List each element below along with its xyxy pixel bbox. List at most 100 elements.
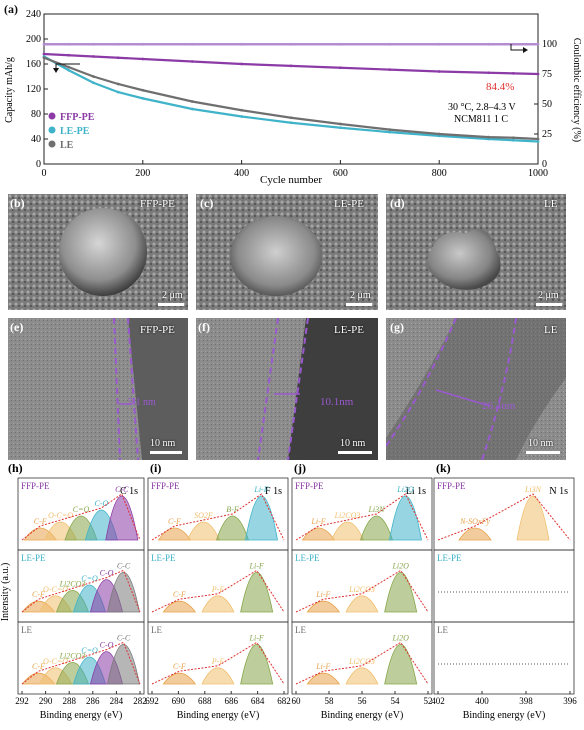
xps-peak: [301, 527, 336, 541]
xps-sample-label: FFP-PE: [437, 481, 466, 491]
xps-x-axis-label: Binding energy (eV): [40, 710, 123, 721]
xps-x-tick-label: 60: [292, 696, 302, 706]
sem-scale-text-c: 2 μm: [350, 290, 371, 301]
y2-tick-label: 50: [542, 99, 552, 110]
tem-thickness-f: 10.1nm: [320, 396, 354, 408]
xps-x-tick-label: 400: [475, 696, 489, 706]
xps-peak-label: P-F: [211, 657, 225, 666]
xps-sample-label: LE: [151, 625, 162, 635]
xps-peak-label: C=O: [81, 574, 98, 583]
xps-x-tick-label: 686: [224, 696, 238, 706]
sem-image-c: [196, 194, 378, 310]
xps-peak-label: Li2CO3: [334, 511, 361, 520]
xps-peak-label: C-F: [173, 662, 186, 671]
y2-tick-label: 25: [542, 129, 552, 140]
xps-sample-label: LE-PE: [21, 553, 46, 563]
y2-axis-ticks: 0 25 50 75 100: [534, 39, 557, 170]
xps-envelope: [437, 493, 571, 541]
data-point: [116, 82, 120, 86]
xps-peak-label: C-F: [173, 590, 186, 599]
xps-envelope: [295, 641, 429, 685]
xps-panel-label: (k): [436, 462, 451, 475]
legend-marker-lepe: [48, 126, 56, 134]
plot-frame: [43, 13, 539, 165]
panel-label-c: (c): [200, 196, 214, 210]
xps-peak-label: Li2CO3: [348, 585, 375, 594]
data-point: [240, 42, 244, 46]
xps-peak-label: B-F: [226, 505, 239, 514]
xps-peak-label: Li2CO3: [59, 651, 86, 660]
data-point: [339, 122, 342, 126]
condition-text-1: 30 °C, 2.8–4.3 V: [448, 102, 516, 113]
xps-peak-label: C-F: [34, 517, 47, 526]
xps-peak-label: Li2CO3: [348, 657, 375, 666]
xps-x-tick-label: 398: [519, 696, 533, 706]
x-tick-label: 200: [135, 168, 150, 179]
xps-panel-label: (i): [150, 462, 161, 475]
xps-peak: [330, 521, 365, 541]
xps-peak: [162, 672, 197, 685]
sem-scale-text-d: 2 μm: [538, 290, 559, 301]
xps-y-axis-label: Intensity (a.u.): [0, 563, 11, 622]
xps-x-tick-label: 52: [424, 696, 433, 706]
tem-scale-text-e: 10 nm: [150, 438, 176, 449]
data-point: [42, 52, 46, 56]
xps-peak-label: C-F: [168, 517, 181, 526]
tem-thickness-e: 5.1 nm: [128, 397, 156, 408]
data-point: [42, 56, 46, 60]
panel-label-d: (d): [390, 196, 405, 210]
tem-sample-label-e: FFP-PE: [140, 324, 175, 336]
y-tick-label: 40: [31, 134, 41, 145]
x-tick-label: 800: [432, 168, 447, 179]
data-point: [536, 72, 540, 76]
xps-core-label: C 1s: [120, 486, 138, 497]
data-point: [511, 71, 515, 75]
xps-row-frame: [433, 621, 575, 695]
panel-label-b: (b): [10, 196, 25, 210]
series-line-le-pe: [43, 55, 539, 143]
data-point: [289, 121, 293, 125]
y2-tick-label: 0: [542, 159, 547, 170]
xps-x-tick-label: 290: [39, 696, 53, 706]
xps-peak-label: Li2CO3: [59, 579, 86, 588]
data-point: [190, 42, 194, 46]
panel-label-a: (a): [4, 2, 18, 16]
xps-peak: [306, 600, 341, 613]
xps-peak-label: Li2O: [391, 633, 409, 642]
xps-x-tick-label: 690: [172, 696, 186, 706]
tem-scale-bar-g: [526, 451, 560, 454]
data-point: [190, 100, 194, 103]
data-point: [67, 65, 71, 69]
xps-envelope: [151, 569, 285, 613]
legend-marker-le: [48, 140, 56, 148]
x-axis-ticks: 0 200 400 600 800 1000: [42, 160, 548, 179]
xps-peak-label: C-C: [115, 485, 129, 494]
xps-peak: [359, 515, 394, 541]
data-point: [511, 138, 515, 142]
xps-sample-label: LE: [295, 625, 306, 635]
sem-scale-bar-d: [536, 303, 562, 306]
xps-sample-label: LE: [437, 625, 448, 635]
right-axis-arrow-icon: [510, 44, 528, 53]
data-point: [116, 56, 120, 60]
xps-sample-label: FFP-PE: [21, 481, 50, 491]
data-point: [42, 42, 46, 46]
xps-envelope: [295, 493, 429, 541]
data-point: [511, 136, 515, 140]
data-point: [536, 137, 540, 141]
panel-label-e: (e): [10, 320, 24, 334]
xps-peak: [384, 644, 418, 685]
x-tick-label: 0: [42, 168, 47, 179]
xps-peak: [306, 672, 341, 685]
data-point: [67, 42, 71, 46]
chart-legend: FFP-PE LE-PE LE: [48, 112, 95, 151]
data-point: [190, 107, 194, 111]
data-point: [339, 126, 342, 130]
xps-peak-label: Li-F: [315, 590, 330, 599]
tem-image-f: [196, 318, 378, 460]
xps-peak-label: SO2F: [194, 511, 213, 520]
xps-x-axis-label: Binding energy (eV): [321, 710, 404, 721]
legend-label-ffp: FFP-PE: [60, 112, 95, 123]
data-point: [511, 42, 515, 46]
tem-thickness-g: 26.4nm: [482, 400, 516, 412]
